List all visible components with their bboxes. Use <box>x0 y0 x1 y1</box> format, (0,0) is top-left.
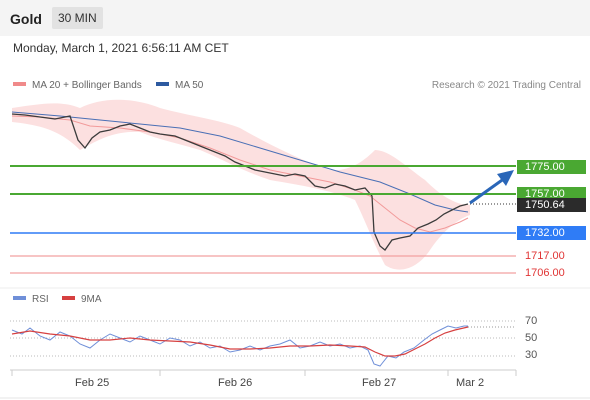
timeframe-button[interactable]: 30 MIN <box>52 7 103 29</box>
legend-ma50-label: MA 50 <box>175 80 204 91</box>
rsi-ma-swatch-icon <box>62 296 75 301</box>
datetime-label: Monday, March 1, 2021 6:56:11 AM CET <box>13 41 229 55</box>
ma20-line <box>11 115 469 233</box>
x-label-feb26: Feb 26 <box>218 377 253 389</box>
legend-rsi-ma: 9MA <box>62 294 102 305</box>
ma50-swatch-icon <box>156 82 169 87</box>
rsi-ma-line <box>11 326 469 357</box>
legend-rsi-label: RSI <box>32 294 49 305</box>
legend-ma50: MA 50 <box>156 80 203 91</box>
bollinger-band <box>12 99 470 270</box>
x-label-feb27: Feb 27 <box>362 377 397 389</box>
r1-price-label: 1757.00 <box>517 187 586 201</box>
s1-price-label: 1717.00 <box>525 250 565 262</box>
header-bar: Gold 30 MIN <box>0 0 590 36</box>
x-label-mar2: Mar 2 <box>456 377 485 389</box>
symbol-title: Gold <box>10 11 42 27</box>
r2-price-label: 1775.00 <box>517 160 586 174</box>
ma50-line <box>11 111 469 213</box>
legend-bollinger-label: MA 20 + Bollinger Bands <box>32 80 142 91</box>
legend-bollinger: MA 20 + Bollinger Bands <box>13 80 142 91</box>
pivot-price-label: 1732.00 <box>517 226 586 240</box>
x-label-feb25: Feb 25 <box>75 377 110 389</box>
copyright-label: Research © 2021 Trading Central <box>431 80 581 91</box>
rsi-tick-30: 30 <box>525 349 538 361</box>
rsi-tick-50: 50 <box>525 332 538 344</box>
rsi-tick-70: 70 <box>525 315 538 327</box>
forecast-arrow <box>469 176 506 205</box>
bollinger-swatch-icon <box>13 82 26 87</box>
legend-rsi: RSI <box>13 294 49 305</box>
current-price-label: 1750.64 <box>517 198 586 212</box>
forecast-arrow-head-icon <box>497 170 514 186</box>
rsi-line <box>11 325 468 367</box>
price-line <box>11 113 469 251</box>
s2-price-label: 1706.00 <box>525 267 565 279</box>
legend-rsi-ma-label: 9MA <box>81 294 102 305</box>
rsi-swatch-icon <box>13 296 26 301</box>
